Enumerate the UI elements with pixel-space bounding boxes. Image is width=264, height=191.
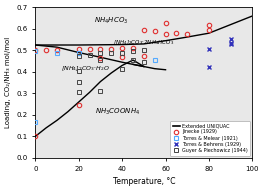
Text: NH$_3$COONH$_4$: NH$_3$COONH$_4$ bbox=[95, 107, 140, 117]
Y-axis label: Loading, CO₂/NH₃ mol/mol: Loading, CO₂/NH₃ mol/mol bbox=[5, 37, 11, 128]
Text: [NH$_4$]$_2$CO$_3$$\cdot$H$_2$O: [NH$_4$]$_2$CO$_3$$\cdot$H$_2$O bbox=[61, 64, 110, 73]
X-axis label: Temperature, °C: Temperature, °C bbox=[113, 177, 175, 186]
Text: NH$_4$HCO$_3$: NH$_4$HCO$_3$ bbox=[94, 16, 129, 26]
Legend: Extended UNIQUAC, Jinecke (1929), Torres & Melear (1921), Torres & Behrens (1929: Extended UNIQUAC, Jinecke (1929), Torres… bbox=[170, 121, 250, 155]
Text: [NH$_4$]$_2$CO$_3$$\cdot$2NH$_4$HCO$_3$: [NH$_4$]$_2$CO$_3$$\cdot$2NH$_4$HCO$_3$ bbox=[113, 38, 175, 47]
